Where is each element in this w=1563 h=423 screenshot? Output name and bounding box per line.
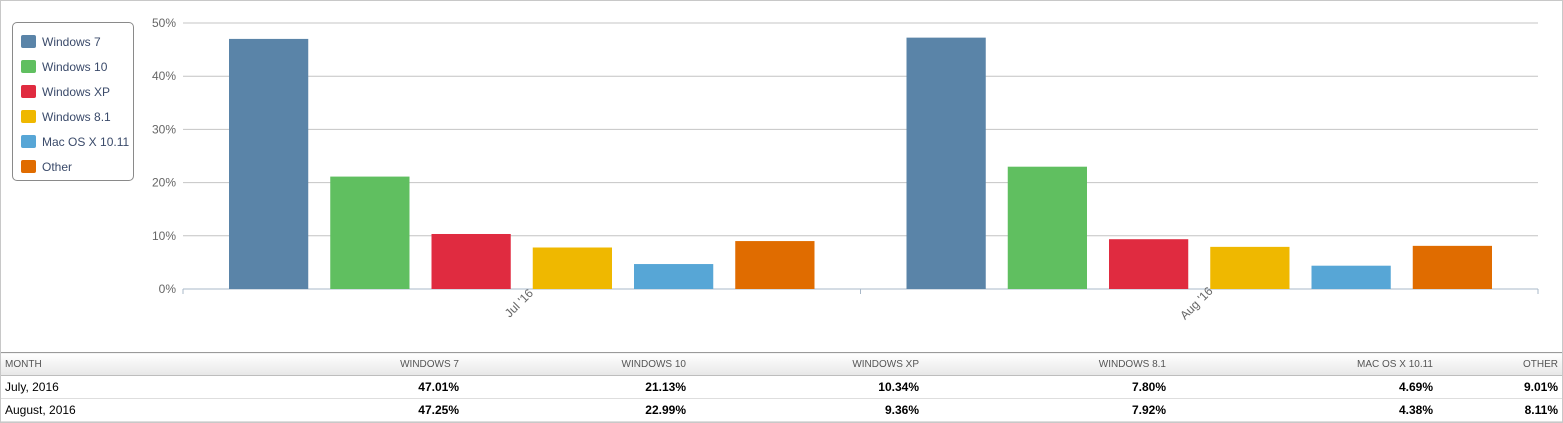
column-header[interactable]: MONTH (1, 352, 201, 376)
column-header[interactable]: WINDOWS 10 (463, 352, 690, 376)
bar-chart: 0% 10% 20% 30% 40% 50% Jul '16 Aug '16 (152, 16, 1539, 323)
bar-windows-7-1[interactable] (229, 38, 309, 289)
value-cell: 9.01% (1437, 375, 1562, 399)
legend-item-windows-xp[interactable]: Windows XP (13, 79, 133, 104)
bar-windows-8-1-1[interactable] (532, 247, 612, 289)
y-tick-label: 50% (152, 16, 176, 30)
month-cell: July, 2016 (1, 375, 201, 399)
table-row: July, 2016 47.01% 21.13% 10.34% 7.80% 4.69% 9.… (1, 375, 1562, 399)
y-tick-label: 20% (152, 176, 176, 190)
month-cell: August, 2016 (1, 398, 201, 422)
bar-mac-os-x-10-11-2[interactable] (1311, 265, 1391, 289)
bar-windows-10-1[interactable] (330, 176, 410, 289)
chart-legend: Windows 7 Windows 10 Windows XP Windows 8.1… (12, 22, 134, 181)
legend-swatch (21, 85, 36, 98)
bar-other-1[interactable] (735, 241, 815, 289)
y-tick-label: 40% (152, 69, 176, 83)
value-cell: 47.25% (201, 398, 463, 422)
column-header[interactable]: MAC OS X 10.11 (1170, 352, 1437, 376)
value-cell: 10.34% (690, 375, 923, 399)
x-tick-label: Aug '16 (1177, 284, 1216, 323)
value-cell: 21.13% (463, 375, 690, 399)
legend-item-other[interactable]: Other (13, 154, 133, 179)
y-tick-label: 10% (152, 229, 176, 243)
column-header[interactable]: WINDOWS XP (690, 352, 923, 376)
value-cell: 47.01% (201, 375, 463, 399)
legend-swatch (21, 160, 36, 173)
legend-swatch (21, 110, 36, 123)
column-header[interactable]: OTHER (1437, 352, 1562, 376)
legend-label: Windows 7 (42, 34, 101, 49)
bar-windows-xp-2[interactable] (1109, 239, 1189, 289)
value-cell: 9.36% (690, 398, 923, 422)
legend-label: Other (42, 159, 73, 174)
table-row: August, 2016 47.25% 22.99% 9.36% 7.92% 4.38% 8… (1, 398, 1562, 422)
bar-other-2[interactable] (1412, 245, 1492, 289)
legend-label: Windows XP (42, 84, 111, 99)
value-cell: 7.80% (923, 375, 1170, 399)
value-cell: 4.38% (1170, 398, 1437, 422)
bar-windows-8-1-2[interactable] (1210, 246, 1290, 289)
bar-windows-7-2[interactable] (906, 37, 986, 289)
legend-swatch (21, 60, 36, 73)
bar-windows-xp-1[interactable] (431, 233, 511, 289)
column-header[interactable]: WINDOWS 8.1 (923, 352, 1170, 376)
legend-item-windows-7[interactable]: Windows 7 (13, 29, 133, 54)
legend-label: Mac OS X 10.11 (42, 134, 130, 149)
value-cell: 22.99% (463, 398, 690, 422)
data-table: MONTH WINDOWS 7 WINDOWS 10 WINDOWS XP WINDOW… (1, 352, 1562, 422)
value-cell: 8.11% (1437, 398, 1562, 422)
value-cell: 4.69% (1170, 375, 1437, 399)
bar-mac-os-x-10-11-1[interactable] (634, 264, 714, 289)
x-tick-label: Jul '16 (502, 286, 536, 320)
legend-label: Windows 8.1 (42, 109, 111, 124)
y-tick-label: 0% (159, 282, 177, 296)
column-header[interactable]: WINDOWS 7 (201, 352, 463, 376)
legend-swatch (21, 35, 36, 48)
legend-item-mac-os-x-10-11[interactable]: Mac OS X 10.11 (13, 129, 133, 154)
y-tick-label: 30% (152, 122, 176, 136)
legend-label: Windows 10 (42, 59, 108, 74)
value-cell: 7.92% (923, 398, 1170, 422)
table-header-row: MONTH WINDOWS 7 WINDOWS 10 WINDOWS XP WINDOW… (1, 352, 1562, 376)
legend-item-windows-10[interactable]: Windows 10 (13, 54, 133, 79)
bar-windows-10-2[interactable] (1007, 166, 1087, 289)
legend-item-windows-8-1[interactable]: Windows 8.1 (13, 104, 133, 129)
legend-swatch (21, 135, 36, 148)
